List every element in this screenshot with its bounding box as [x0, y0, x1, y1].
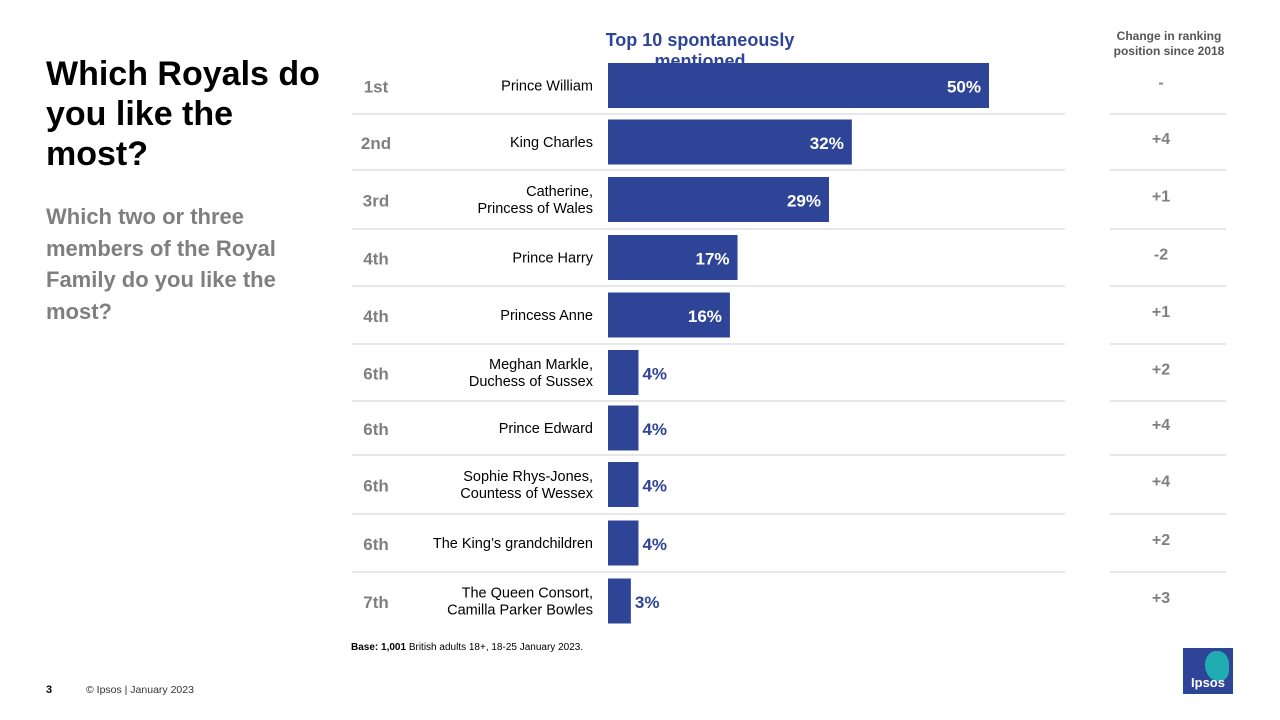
- bar: [608, 350, 639, 395]
- page-title: Which Royals do you like the most?: [46, 55, 320, 173]
- data-label: 17%: [696, 250, 730, 269]
- data-label: 50%: [947, 78, 981, 97]
- bar: [608, 578, 631, 624]
- data-label: 3%: [635, 593, 660, 612]
- data-label: 4%: [642, 477, 667, 496]
- rank-label: 4th: [363, 307, 389, 326]
- category-label: Duchess of Sussex: [469, 374, 594, 390]
- bar: [608, 119, 852, 165]
- change-value: +4: [1152, 474, 1170, 491]
- change-value: +1: [1152, 189, 1170, 206]
- bar: [608, 63, 989, 108]
- bar: [608, 235, 738, 280]
- category-label: Princess Anne: [500, 308, 593, 324]
- rank-label: 7th: [363, 593, 389, 612]
- rank-label: 6th: [363, 535, 389, 554]
- rank-label: 6th: [363, 420, 389, 439]
- category-label: Countess of Wessex: [460, 486, 593, 502]
- category-label: Prince Harry: [512, 251, 593, 267]
- category-label: The King’s grandchildren: [433, 536, 593, 552]
- base-note-bold: Base: 1,001: [351, 642, 407, 653]
- ipsos-logo: Ipsos: [1183, 648, 1233, 694]
- rank-label: 6th: [363, 477, 389, 496]
- logo-swoosh-icon: [1205, 651, 1229, 681]
- category-label: Meghan Markle,: [489, 357, 593, 373]
- category-label: Camilla Parker Bowles: [447, 603, 593, 619]
- data-label: 4%: [642, 365, 667, 384]
- logo-text: Ipsos: [1191, 675, 1225, 690]
- change-column-header: Change in ranking position since 2018: [1113, 29, 1225, 58]
- copyright-text: © Ipsos | January 2023: [86, 684, 194, 696]
- rank-label: 6th: [363, 365, 389, 384]
- rank-label: 4th: [363, 250, 389, 269]
- data-label: 32%: [810, 134, 844, 153]
- change-value: +4: [1152, 131, 1170, 148]
- rank-label: 2nd: [361, 134, 391, 153]
- category-label: Prince Edward: [499, 421, 593, 437]
- data-label: 4%: [642, 535, 667, 554]
- category-label: Prince William: [501, 79, 593, 95]
- bar: [608, 520, 639, 566]
- data-label: 16%: [688, 307, 722, 326]
- change-value: -2: [1154, 247, 1168, 264]
- bar: [608, 177, 829, 222]
- data-label: 4%: [642, 420, 667, 439]
- base-note-rest: British adults 18+, 18-25 January 2023.: [406, 642, 584, 653]
- change-value: -: [1158, 75, 1163, 92]
- bar: [608, 405, 639, 451]
- rank-label: 1st: [364, 78, 389, 97]
- bar: [608, 292, 730, 338]
- change-value: +2: [1152, 532, 1170, 549]
- rank-label: 3rd: [363, 192, 389, 211]
- change-value: +3: [1152, 590, 1170, 607]
- change-value: +1: [1152, 304, 1170, 321]
- category-label: Catherine,: [526, 184, 593, 200]
- category-label: Princess of Wales: [478, 201, 594, 217]
- category-label: The Queen Consort,: [462, 586, 593, 602]
- change-value: +4: [1152, 417, 1170, 434]
- page-number: 3: [46, 684, 53, 696]
- data-label: 29%: [787, 192, 821, 211]
- bar: [608, 462, 639, 507]
- change-value: +2: [1152, 362, 1170, 379]
- category-label: King Charles: [510, 135, 593, 151]
- question-text: Which two or three members of the Royal …: [46, 204, 276, 324]
- base-note: Base: 1,001 British adults 18+, 18-25 Ja…: [351, 642, 583, 653]
- category-label: Sophie Rhys-Jones,: [463, 469, 593, 485]
